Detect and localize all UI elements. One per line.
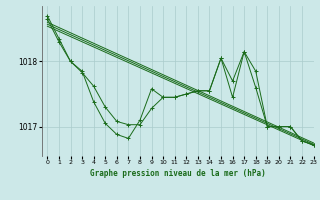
X-axis label: Graphe pression niveau de la mer (hPa): Graphe pression niveau de la mer (hPa) [90,169,266,178]
